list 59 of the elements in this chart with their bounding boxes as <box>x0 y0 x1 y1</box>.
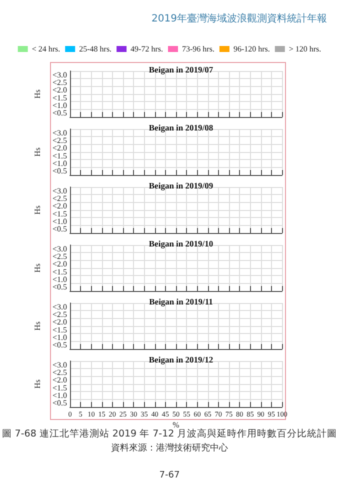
y-tick-label: <1.0 <box>52 101 67 110</box>
y-tick-label: <3.0 <box>52 186 67 196</box>
y-tick-label: <3.0 <box>52 302 67 312</box>
y-tick-label: <2.0 <box>52 318 67 327</box>
y-tick-label: <0.5 <box>52 166 67 176</box>
y-tick-label: <2.0 <box>52 86 67 95</box>
y-tick-label: <0.5 <box>52 398 67 408</box>
chart-title: Beigan in 2019/12 <box>148 354 214 364</box>
legend-label: 96-120 hrs. <box>233 44 270 54</box>
caption: 圖 7-68 連江北竿港測站 2019 年 7-12 月波高與延時作用時數百分比統計圖 <box>2 428 338 440</box>
text: 2019年臺灣海域波浪觀測資料統計年報 <box>152 12 328 24</box>
chart-title: Beigan in 2019/08 <box>148 122 214 132</box>
y-tick-label: <2.0 <box>52 260 67 269</box>
y-tick-label: <1.0 <box>52 159 67 168</box>
chart-title: Beigan in 2019/09 <box>148 180 214 190</box>
y-axis-title: Hs <box>33 322 42 330</box>
chart-title: Beigan in 2019/07 <box>148 64 214 74</box>
y-tick-label: <1.5 <box>52 383 67 392</box>
chart-title: Beigan in 2019/11 <box>149 296 213 306</box>
legend-label: > 120 hrs. <box>288 44 322 54</box>
chart-title: Beigan in 2019/10 <box>148 238 214 248</box>
y-tick-label: <3.0 <box>52 70 67 80</box>
legend-label: 49-72 hrs. <box>130 44 164 54</box>
y-tick-label: <1.5 <box>52 93 67 102</box>
y-axis-title: Hs <box>33 206 42 214</box>
y-tick-label: <2.0 <box>52 202 67 211</box>
y-tick-label: <1.0 <box>52 391 67 400</box>
y-tick-label: <1.5 <box>52 209 67 218</box>
y-tick-label: <0.5 <box>52 282 67 292</box>
y-axis-title: Hs <box>33 264 42 272</box>
y-tick-label: <0.5 <box>52 224 67 234</box>
y-axis-title: Hs <box>33 148 42 156</box>
y-tick-label: <1.5 <box>52 151 67 160</box>
y-tick-label: <0.5 <box>52 108 67 118</box>
text: 7-67 <box>159 470 180 480</box>
legend-label: 73-96 hrs. <box>182 44 214 54</box>
source-note: 資料來源：港灣技術研究中心 <box>111 442 228 454</box>
legend-label: < 24 hrs. <box>32 44 60 54</box>
y-tick-label: <3.0 <box>52 244 67 254</box>
y-tick-label: <1.0 <box>52 333 67 342</box>
y-tick-label: <2.0 <box>52 376 67 385</box>
y-tick-label: <2.5 <box>52 194 67 203</box>
y-tick-label: <1.5 <box>52 325 67 334</box>
x-axis-title: % <box>172 420 180 430</box>
y-tick-label: <2.5 <box>52 368 67 377</box>
y-tick-label: <2.5 <box>52 310 67 319</box>
y-tick-label: <2.5 <box>52 252 67 261</box>
legend-label: 25-48 hrs. <box>79 44 112 54</box>
y-tick-label: <3.0 <box>52 360 67 370</box>
y-axis-title: Hs <box>33 90 42 98</box>
y-tick-label: <2.0 <box>52 144 67 153</box>
y-tick-label: <2.5 <box>52 78 67 87</box>
y-tick-label: <2.5 <box>52 136 67 145</box>
y-tick-label: <0.5 <box>52 340 67 350</box>
y-tick-label: <3.0 <box>52 128 67 138</box>
y-tick-label: <1.0 <box>52 275 67 284</box>
y-axis-title: Hs <box>33 380 42 388</box>
y-tick-label: <1.0 <box>52 217 67 226</box>
y-tick-label: <1.5 <box>52 267 67 276</box>
